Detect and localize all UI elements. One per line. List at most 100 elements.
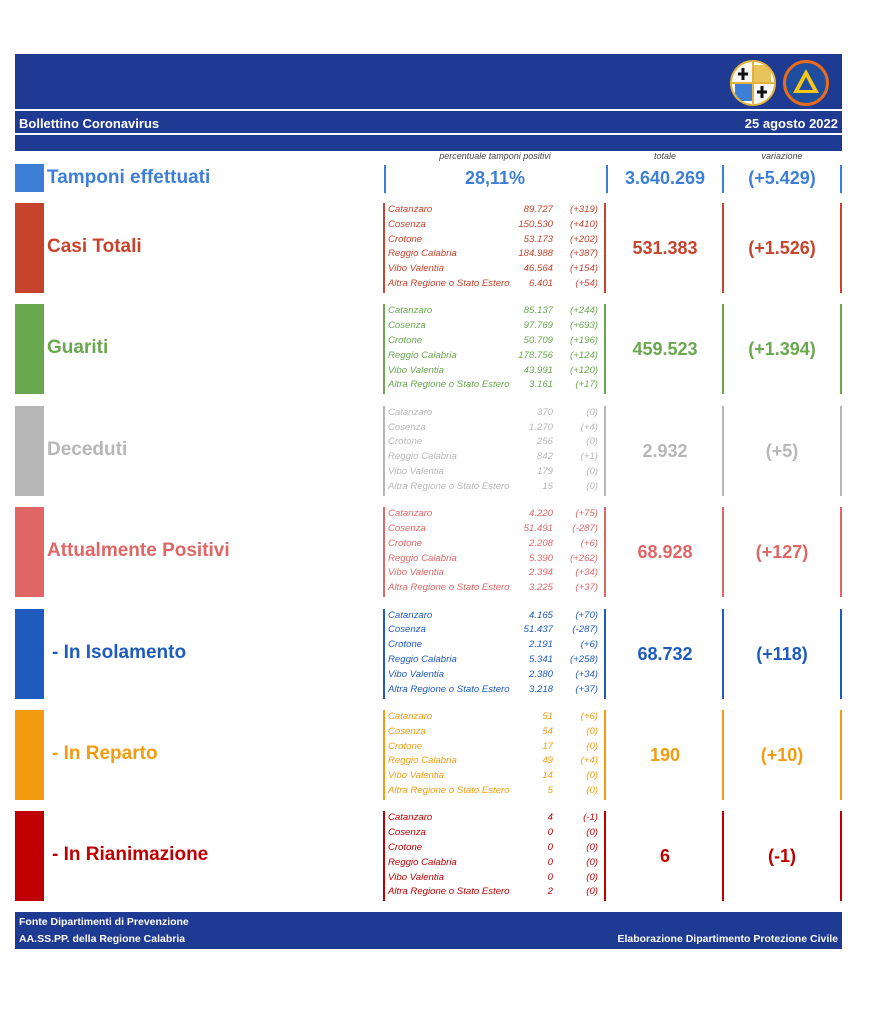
province-row: Reggio Calabria 0 (0) bbox=[388, 856, 608, 871]
province-list: Catanzaro 89.727 (+319) Cosenza 150.530 (+410… bbox=[388, 203, 608, 292]
province-delta: (0) bbox=[586, 886, 598, 898]
province-delta: (+1) bbox=[580, 451, 598, 463]
province-name: Reggio Calabria bbox=[388, 755, 457, 767]
province-row: Catanzaro 4 (-1) bbox=[388, 811, 608, 826]
tamponi-total: 3.640.269 bbox=[624, 168, 706, 188]
province-value: 0 bbox=[547, 827, 553, 839]
province-row: Altra Regione o Stato Estero 2 (0) bbox=[388, 885, 608, 900]
province-value: 4.220 bbox=[528, 508, 553, 520]
province-value: 14 bbox=[542, 770, 553, 782]
province-delta: (-1) bbox=[583, 812, 598, 824]
province-delta: (+262) bbox=[570, 552, 598, 564]
province-row: Cosenza 97.769 (+693) bbox=[388, 319, 608, 334]
row-color-bar bbox=[15, 507, 44, 598]
province-delta: (0) bbox=[586, 740, 598, 752]
footer-banner: Fonte Dipartimenti di Prevenzione AA.SS.… bbox=[15, 912, 842, 949]
row-divider bbox=[840, 405, 842, 496]
row-divider bbox=[604, 507, 606, 598]
province-value: 5.390 bbox=[528, 552, 553, 564]
footer-source-1: Fonte Dipartimenti di Prevenzione bbox=[19, 916, 189, 928]
row-label: Casi Totali bbox=[47, 236, 142, 257]
province-row: Cosenza 150.530 (+410) bbox=[388, 218, 608, 233]
province-value: 2.380 bbox=[528, 668, 553, 680]
province-name: Crotone bbox=[388, 334, 423, 346]
province-row: Catanzaro 4.165 (+70) bbox=[388, 609, 608, 624]
province-list: Catanzaro 370 (0) Cosenza 1.270 (+4) Crotone 25… bbox=[388, 406, 608, 495]
row-change: (+118) bbox=[756, 643, 808, 664]
province-value: 51.437 bbox=[523, 624, 553, 636]
province-row: Crotone 256 (0) bbox=[388, 435, 608, 450]
province-delta: (+6) bbox=[580, 711, 598, 722]
row-divider bbox=[722, 304, 724, 395]
row-divider bbox=[383, 710, 385, 800]
row-color-bar bbox=[15, 203, 44, 293]
province-delta: (+6) bbox=[580, 639, 598, 651]
province-name: Crotone bbox=[388, 841, 423, 853]
tamponi-change: (+5.429) bbox=[748, 168, 816, 188]
province-delta: (+693) bbox=[570, 320, 598, 332]
province-delta: (+410) bbox=[570, 218, 598, 230]
row-color-bar bbox=[15, 710, 44, 800]
calabria-coat-of-arms-icon bbox=[730, 60, 776, 106]
row-divider bbox=[840, 507, 842, 598]
province-delta: (0) bbox=[586, 827, 598, 839]
province-row: Catanzaro 89.727 (+319) bbox=[388, 203, 608, 218]
province-value: 50.709 bbox=[523, 334, 553, 346]
tamponi-label: Tamponi effettuati bbox=[47, 167, 211, 188]
province-delta: (+258) bbox=[570, 653, 598, 665]
province-delta: (0) bbox=[586, 465, 598, 477]
province-delta: (+34) bbox=[575, 567, 598, 579]
province-list: Catanzaro 51 (+6) Cosenza 54 (0) Crotone 17 (0) R… bbox=[388, 710, 608, 799]
tamponi-divider bbox=[840, 165, 842, 193]
row-color-bar bbox=[15, 608, 44, 699]
province-value: 2.208 bbox=[528, 537, 553, 549]
province-name: Altra Regione o Stato Estero bbox=[388, 886, 510, 898]
province-row: Cosenza 54 (0) bbox=[388, 725, 608, 740]
province-row: Cosenza 51.437 (-287) bbox=[388, 623, 608, 638]
province-list: Catanzaro 4.220 (+75) Cosenza 51.491 (-287) Cr… bbox=[388, 507, 608, 596]
province-row: Catanzaro 85.137 (+244) bbox=[388, 304, 608, 319]
province-value: 184.988 bbox=[518, 248, 553, 260]
row-divider bbox=[383, 608, 385, 699]
province-delta: (+202) bbox=[570, 233, 598, 245]
province-value: 2 bbox=[547, 886, 553, 898]
province-value: 43.991 bbox=[523, 364, 553, 376]
province-list: Catanzaro 85.137 (+244) Cosenza 97.769 (+693)… bbox=[388, 304, 608, 393]
protezione-civile-logo-icon bbox=[783, 60, 829, 106]
province-value: 17 bbox=[542, 740, 553, 752]
row-color-bar bbox=[15, 811, 44, 902]
province-value: 0 bbox=[547, 841, 553, 853]
row-divider bbox=[604, 405, 606, 496]
province-name: Vibo Valentia bbox=[388, 871, 445, 883]
province-name: Vibo Valentia bbox=[388, 364, 445, 376]
header-divider-bottom bbox=[15, 133, 842, 135]
province-name: Catanzaro bbox=[388, 204, 433, 215]
header-divider-top bbox=[15, 109, 842, 111]
province-value: 6.401 bbox=[528, 277, 553, 289]
row-divider bbox=[722, 811, 724, 902]
row-total: 2.932 bbox=[642, 440, 688, 461]
province-row: Crotone 50.709 (+196) bbox=[388, 334, 608, 349]
province-value: 5.341 bbox=[528, 653, 553, 665]
row-divider bbox=[604, 304, 606, 395]
province-delta: (+124) bbox=[570, 349, 598, 361]
province-name: Vibo Valentia bbox=[388, 567, 445, 579]
province-delta: (+387) bbox=[570, 248, 598, 260]
province-delta: (0) bbox=[586, 871, 598, 883]
province-row: Catanzaro 4.220 (+75) bbox=[388, 507, 608, 522]
province-name: Vibo Valentia bbox=[388, 668, 445, 680]
province-row: Altra Regione o Stato Estero 5 (0) bbox=[388, 784, 608, 799]
province-value: 2.394 bbox=[528, 567, 553, 579]
province-value: 3.218 bbox=[528, 683, 553, 695]
row-divider bbox=[840, 811, 842, 902]
province-row: Crotone 17 (0) bbox=[388, 740, 608, 755]
row-divider bbox=[840, 608, 842, 699]
tamponi-color-square bbox=[15, 164, 44, 192]
province-name: Crotone bbox=[388, 639, 423, 651]
province-name: Crotone bbox=[388, 537, 423, 549]
row-divider bbox=[722, 405, 724, 496]
province-value: 15 bbox=[542, 480, 553, 492]
province-name: Catanzaro bbox=[388, 508, 433, 520]
province-value: 3.161 bbox=[528, 379, 553, 391]
province-row: Reggio Calabria 5.390 (+262) bbox=[388, 552, 608, 567]
